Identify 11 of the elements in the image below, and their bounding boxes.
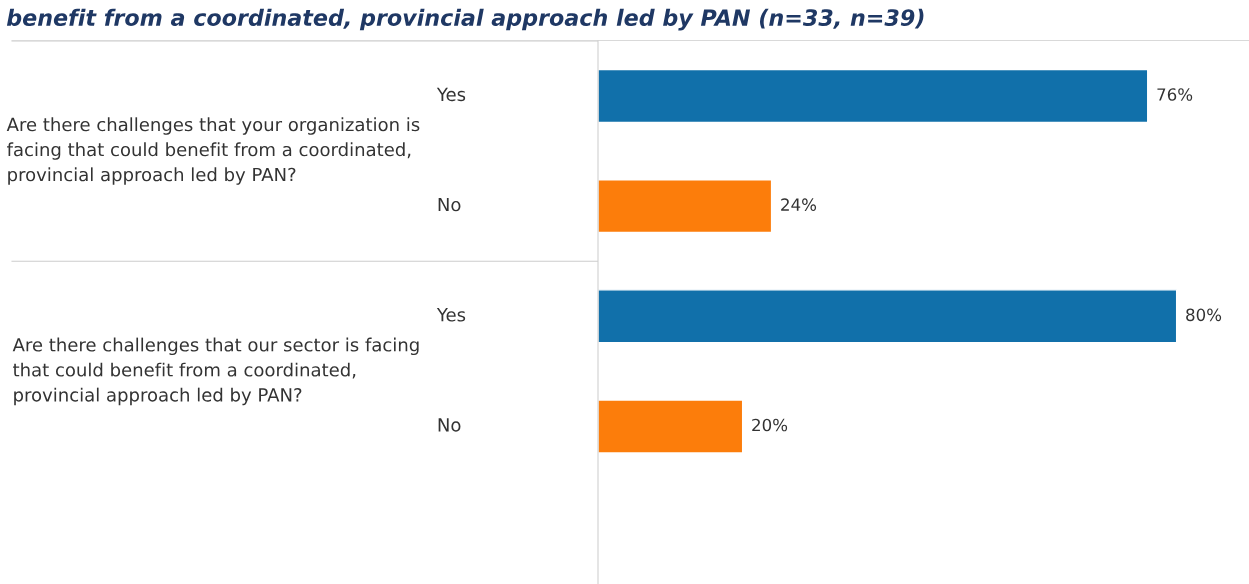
data-label: 80% (1186, 308, 1222, 322)
y-tick-label: Yes (436, 87, 466, 102)
data-label: 20% (752, 418, 788, 432)
y-tick-label: No (438, 418, 461, 432)
text: Are there challenges that your organization is facing that could benefit from a coordinated, provincial approach led by PAN? (6, 117, 420, 185)
data-label: 24% (781, 198, 817, 211)
text: Are there challenges that our sector is facing that could benefit from a coordinated, provincial approach led by PAN? (12, 337, 419, 406)
y-tick-label: No (438, 197, 461, 212)
data-label: 76% (1157, 88, 1193, 101)
chart-title: benefit from a coordinated, provincial approach led by PAN (n=33, n=39) (6, 8, 924, 31)
y-tick-label: Yes (436, 308, 466, 322)
